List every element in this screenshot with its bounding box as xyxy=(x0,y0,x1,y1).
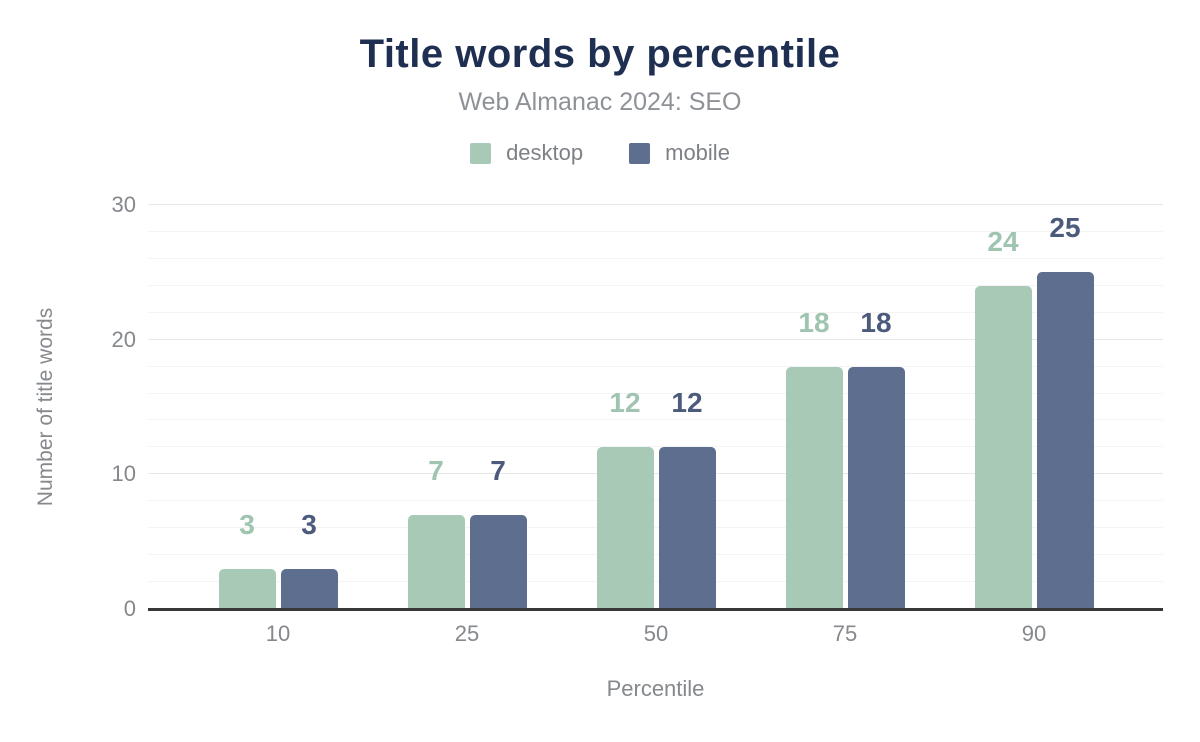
bar-value-label: 12 xyxy=(671,387,703,418)
bar-value-label: 3 xyxy=(301,509,317,540)
legend-swatch-desktop xyxy=(470,142,492,164)
bar-col-desktop-10: 3 xyxy=(218,509,276,609)
gridline-minor xyxy=(148,312,1163,313)
bar-value-label: 24 xyxy=(987,226,1019,257)
bar-col-desktop-50: 12 xyxy=(596,387,654,609)
y-tick-label: 30 xyxy=(111,192,136,217)
bar-mobile-90[interactable] xyxy=(1036,272,1094,609)
bar-desktop-50[interactable] xyxy=(596,447,654,609)
chart-subtitle: Web Almanac 2024: SEO xyxy=(458,88,742,116)
bar-value-label: 12 xyxy=(609,387,641,418)
x-tick-label-90: 90 xyxy=(1021,621,1047,646)
bar-group-90: 24 25 xyxy=(974,214,1095,609)
bar-group-50: 12 12 xyxy=(596,389,717,609)
bar-col-mobile-10: 3 xyxy=(280,509,338,609)
y-tick-label: 0 xyxy=(123,596,136,621)
x-tick-label-10: 10 xyxy=(265,621,291,646)
legend-item-mobile[interactable]: mobile xyxy=(629,140,730,166)
bar-col-desktop-90: 24 xyxy=(974,226,1032,609)
gridline-minor xyxy=(148,258,1163,259)
bar-value-label: 18 xyxy=(860,307,892,338)
bar-desktop-10[interactable] xyxy=(218,569,276,609)
gridline-major xyxy=(148,339,1163,340)
bar-col-mobile-25: 7 xyxy=(469,455,527,609)
bar-value-label: 3 xyxy=(239,509,255,540)
chart-title: Title words by percentile xyxy=(359,32,841,76)
legend-label-mobile: mobile xyxy=(665,140,730,165)
gridline-minor xyxy=(148,285,1163,286)
bar-desktop-90[interactable] xyxy=(974,286,1032,609)
legend-swatch-mobile xyxy=(629,142,651,164)
gridline-minor xyxy=(148,527,1163,528)
x-tick-label-25: 25 xyxy=(454,621,480,646)
bar-desktop-25[interactable] xyxy=(407,515,465,609)
gridline-minor xyxy=(148,581,1163,582)
legend: desktop mobile xyxy=(0,140,1200,166)
gridline-minor xyxy=(148,366,1163,367)
gridline-minor xyxy=(148,446,1163,447)
x-axis-line xyxy=(148,608,1163,611)
x-tick-label-75: 75 xyxy=(832,621,858,646)
y-tick-label: 20 xyxy=(111,327,136,352)
x-tick-label-50: 50 xyxy=(643,621,669,646)
bar-col-mobile-50: 12 xyxy=(658,387,716,609)
gridline-minor xyxy=(148,231,1163,232)
legend-item-desktop[interactable]: desktop xyxy=(470,140,583,166)
y-tick-label: 10 xyxy=(111,461,136,486)
bar-mobile-10[interactable] xyxy=(280,569,338,609)
bar-mobile-25[interactable] xyxy=(469,515,527,609)
x-axis-title: Percentile xyxy=(606,676,705,701)
bar-col-mobile-75: 18 xyxy=(847,307,905,609)
bar-value-label: 7 xyxy=(490,455,506,486)
bar-group-75: 18 18 xyxy=(785,309,906,609)
gridline-major xyxy=(148,473,1163,474)
bar-value-label: 18 xyxy=(798,307,830,338)
bar-value-label: 7 xyxy=(428,455,444,486)
gridline-minor xyxy=(148,500,1163,501)
bar-col-desktop-75: 18 xyxy=(785,307,843,609)
bar-value-label: 25 xyxy=(1049,212,1081,243)
gridline-minor xyxy=(148,393,1163,394)
legend-label-desktop: desktop xyxy=(506,140,584,165)
bar-desktop-75[interactable] xyxy=(785,367,843,609)
bar-mobile-50[interactable] xyxy=(658,447,716,609)
gridline-minor xyxy=(148,419,1163,420)
y-axis-title: Number of title words xyxy=(34,307,57,507)
gridline-minor xyxy=(148,554,1163,555)
gridline-major xyxy=(148,204,1163,205)
bar-col-desktop-25: 7 xyxy=(407,455,465,609)
bar-mobile-75[interactable] xyxy=(847,367,905,609)
plot-area: 0 10 20 30 3 3 10 7 7 25 12 12 50 18 18 75 24 25 90 xyxy=(112,194,1163,645)
bar-col-mobile-90: 25 xyxy=(1036,212,1094,609)
